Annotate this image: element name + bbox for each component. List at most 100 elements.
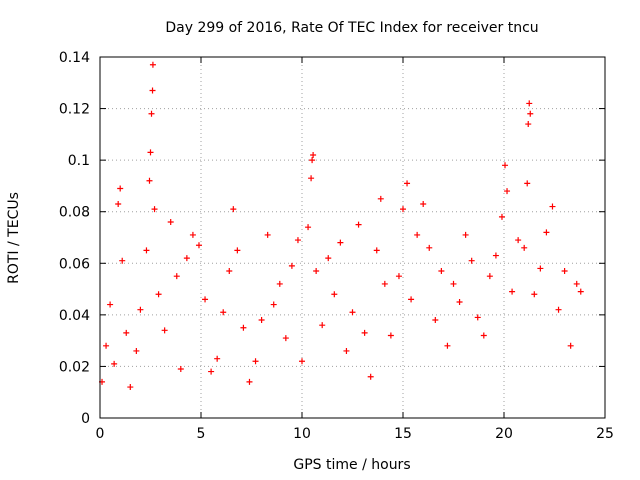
y-tick-label: 0.06 [59, 256, 90, 272]
data-point-plus [149, 61, 156, 68]
data-point-plus [456, 298, 463, 305]
data-point-plus [420, 200, 427, 207]
data-point-plus [444, 342, 451, 349]
data-point-plus [183, 255, 190, 262]
grid-layer [100, 57, 605, 418]
data-point-plus [426, 244, 433, 251]
data-point-plus [381, 280, 388, 287]
x-tick-label: 25 [596, 426, 614, 442]
chart-title: Day 299 of 2016, Rate Of TEC Index for r… [165, 20, 538, 36]
data-point-plus [299, 358, 305, 365]
data-point-plus [119, 257, 126, 264]
x-tick-label: 20 [495, 426, 513, 442]
data-point-plus [234, 247, 241, 254]
data-point-plus [502, 162, 509, 169]
y-axis-label: ROTI / TECUs [6, 192, 22, 284]
data-point-plus [148, 110, 155, 117]
data-point-plus [143, 247, 150, 254]
data-point-plus [270, 301, 277, 308]
data-point-plus [515, 237, 522, 244]
data-point-plus [432, 317, 439, 324]
data-point-plus [462, 231, 469, 238]
data-point-plus [103, 342, 110, 349]
data-point-plus [294, 237, 301, 244]
data-point-plus [111, 360, 118, 367]
data-point-plus [151, 206, 158, 213]
data-point-plus [252, 358, 259, 365]
data-point-plus [146, 177, 153, 184]
data-point-plus [127, 384, 134, 391]
data-point-plus [361, 329, 368, 336]
data-point-plus [117, 185, 124, 192]
data-point-plus [310, 151, 317, 158]
data-point-plus [387, 332, 394, 339]
data-point-plus [147, 149, 154, 156]
data-point-plus [549, 203, 556, 210]
data-point-plus [543, 229, 550, 236]
data-point-plus [264, 231, 271, 238]
data-point-plus [367, 373, 374, 380]
data-point-plus [214, 355, 221, 362]
data-point-plus [561, 268, 568, 275]
data-point-plus [258, 317, 265, 324]
x-axis-label: GPS time / hours [293, 457, 410, 473]
data-point-plus [161, 327, 168, 334]
data-point-plus [450, 280, 457, 287]
y-tick-label: 0.12 [59, 102, 90, 118]
data-point-plus [288, 262, 295, 269]
data-point-plus [355, 221, 362, 228]
data-point-plus [155, 291, 162, 298]
data-point-plus [567, 342, 574, 349]
data-point-plus [509, 288, 516, 295]
data-point-plus [123, 329, 130, 336]
data-point-plus [331, 291, 338, 298]
y-tick-label: 0.14 [59, 50, 90, 66]
data-point-plus [177, 366, 184, 373]
data-point-plus [115, 200, 122, 207]
data-point-plus [137, 306, 144, 313]
data-point-plus [313, 268, 320, 275]
data-point-plus [189, 231, 196, 238]
y-tick-label: 0.02 [59, 359, 90, 375]
data-point-plus [246, 378, 253, 385]
data-point-plus [208, 368, 215, 375]
tick-layer: 0 5 10 15 20 25 0 0.02 0.04 0.06 0.08 0.1 0.12 0.14 [59, 50, 614, 442]
y-tick-label: 0.08 [59, 205, 90, 221]
x-tick-label: 0 [96, 426, 105, 442]
data-point-plus [133, 347, 140, 354]
data-point-plus [337, 239, 344, 246]
data-point-plus [276, 280, 283, 287]
x-tick-label: 5 [197, 426, 206, 442]
data-point-plus [498, 213, 505, 220]
data-point-plus [408, 296, 415, 303]
data-point-plus [527, 110, 534, 117]
data-point-plus [531, 291, 538, 298]
data-point-plus [319, 322, 326, 329]
y-tick-label: 0 [81, 411, 90, 427]
data-point-plus [343, 347, 350, 354]
data-point-plus [404, 180, 411, 187]
data-point-plus [555, 306, 562, 313]
data-point-plus [395, 273, 402, 280]
data-point-plus [573, 280, 580, 287]
data-point-plus [577, 288, 584, 295]
data-point-plus [309, 157, 316, 164]
data-point-plus [308, 175, 315, 182]
data-point-plus [377, 195, 384, 202]
data-point-plus [438, 268, 445, 275]
data-point-plus [240, 324, 247, 331]
data-point-plus [468, 257, 475, 264]
data-point-plus [526, 100, 533, 107]
y-tick-label: 0.04 [59, 308, 90, 324]
data-point-plus [524, 180, 531, 187]
data-point-plus [195, 242, 202, 249]
data-point-plus [414, 231, 421, 238]
data-point-plus [173, 273, 180, 280]
data-point-plus [400, 206, 406, 213]
data-point-plus [492, 252, 499, 259]
data-point-plus [107, 301, 114, 308]
data-point-plus [167, 219, 174, 226]
data-point-plus [504, 188, 511, 195]
data-point-plus [230, 206, 237, 213]
